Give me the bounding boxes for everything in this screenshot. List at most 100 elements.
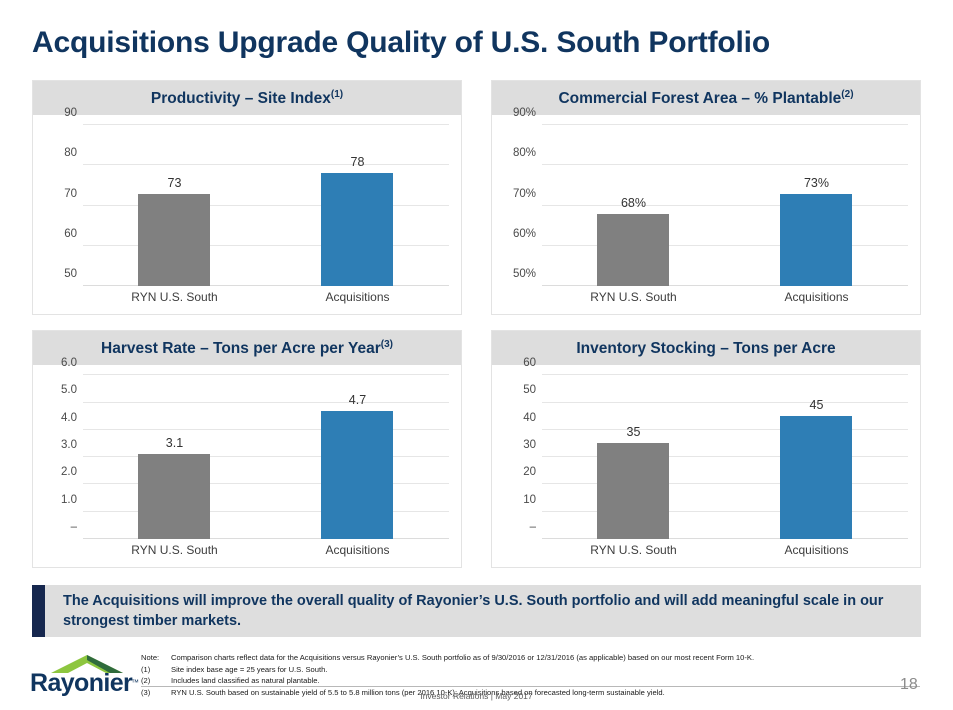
gridline <box>83 538 449 539</box>
gridline <box>542 401 908 403</box>
y-axis-tick-label: 6.0 <box>61 357 77 369</box>
y-axis-tick-label: 90% <box>512 107 536 119</box>
plot-area-productivity: 73 78 RYN U.S. South Acquisitions <box>83 124 449 308</box>
bar-slot: 68% <box>573 125 694 286</box>
bar-chart-inventory-stocking: – 10 20 30 40 50 60 35 45 RYN U.S. South Acquisi… <box>500 357 908 561</box>
gridline <box>83 483 449 485</box>
x-axis-labels-productivity: RYN U.S. South Acquisitions <box>83 286 449 308</box>
y-axis-tick-label: 60% <box>512 227 536 240</box>
bar-slot: 45 <box>756 375 877 539</box>
chart-panel-harvest-rate: Harvest Rate – Tons per Acre per Year(3)… <box>32 330 462 568</box>
gridline <box>83 244 449 246</box>
gridline <box>542 428 908 430</box>
chart-title-forest-area: Commercial Forest Area – % Plantable(2) <box>492 81 920 116</box>
footnote-text: Includes land classified as natural plan… <box>171 676 320 686</box>
page-title: Acquisitions Upgrade Quality of U.S. Sou… <box>32 26 770 59</box>
footnotes-block: Note: Comparison charts reflect data for … <box>141 652 920 698</box>
bar-ryn-us-south[interactable]: 68% <box>597 196 670 286</box>
x-axis-category-label: Acquisitions <box>325 543 390 557</box>
y-axis-tick-label: 70 <box>64 187 77 200</box>
gridline <box>83 285 449 286</box>
bar-value-label: 45 <box>809 398 824 413</box>
footnote-text: Comparison charts reflect data for the A… <box>171 653 755 662</box>
x-axis-labels-harvest-rate: RYN U.S. South Acquisitions <box>83 539 449 561</box>
plot-inner-forest-area: 68% 73% <box>542 124 908 286</box>
gridline <box>83 204 449 206</box>
logo-arc-icon <box>51 655 123 673</box>
chart-title-text: Harvest Rate – Tons per Acre per Year <box>101 340 381 358</box>
bar-value-label: 68% <box>620 195 646 210</box>
gridline <box>83 401 449 403</box>
gridline <box>542 483 908 485</box>
bar-slot: 73% <box>756 125 877 286</box>
callout-accent-bar <box>32 585 45 637</box>
y-axis-tick-label: 60 <box>523 357 536 369</box>
bar-value-label: 3.1 <box>165 436 184 451</box>
chart-body-harvest-rate: – 1.0 2.0 3.0 4.0 5.0 6.0 3.1 4.7 RYN U.S. Sout… <box>33 357 461 567</box>
gridline <box>83 428 449 430</box>
footnote-row: Note: Comparison charts reflect data for … <box>141 652 920 664</box>
bar-ryn-us-south[interactable]: 35 <box>597 425 670 539</box>
x-axis-labels-inventory-stocking: RYN U.S. South Acquisitions <box>542 539 908 561</box>
logo-trademark-symbol: ™ <box>131 678 139 687</box>
rayonier-logo: Rayonier ™ <box>30 654 139 698</box>
footnote-marker: Note: <box>141 653 160 662</box>
chart-title-harvest-rate: Harvest Rate – Tons per Acre per Year(3) <box>33 331 461 366</box>
gridline <box>83 374 449 376</box>
plot-inner-productivity: 73 78 <box>83 124 449 286</box>
callout-banner: The Acquisitions will improve the overal… <box>32 585 921 637</box>
chart-title-footnote-marker: (2) <box>841 89 854 100</box>
logo-wordmark: Rayonier <box>30 669 133 697</box>
bar-group: 35 45 <box>542 375 908 539</box>
y-axis-tick-label: 5.0 <box>61 384 77 397</box>
gridline <box>83 124 449 126</box>
chart-title-text: Inventory Stocking – Tons per Acre <box>576 340 836 358</box>
chart-title-inventory-stocking: Inventory Stocking – Tons per Acre <box>492 331 920 366</box>
bar-group: 3.1 4.7 <box>83 375 449 539</box>
chart-title-footnote-marker: (1) <box>330 89 344 100</box>
footnote-marker: (2) <box>141 676 151 686</box>
chart-title-footnote-marker: (3) <box>380 339 393 350</box>
gridline <box>542 510 908 512</box>
chart-panel-grid: Productivity – Site Index(1) 50 60 70 80 90 … <box>32 80 921 568</box>
footnote-divider <box>141 686 920 687</box>
x-axis-category-label: RYN U.S. South <box>131 543 218 557</box>
bar-ryn-us-south[interactable]: 3.1 <box>138 436 211 539</box>
y-axis-tick-label: – <box>529 521 536 533</box>
bar-group: 68% 73% <box>542 125 908 286</box>
bar-chart-harvest-rate: – 1.0 2.0 3.0 4.0 5.0 6.0 3.1 4.7 RYN U.S. Sout… <box>41 357 449 561</box>
chart-body-productivity: 50 60 70 80 90 73 78 RYN U.S. South Acquisitio… <box>33 107 461 314</box>
footnote-text: RYN U.S. South based on sustainable yiel… <box>171 687 665 697</box>
footnote-marker: (1) <box>141 664 151 674</box>
x-axis-labels-forest-area: RYN U.S. South Acquisitions <box>542 286 908 308</box>
bar-acquisitions[interactable]: 4.7 <box>321 393 394 539</box>
y-axis-tick-label: 20 <box>523 466 536 479</box>
footer-text: Investor Relations | May 2017 <box>420 691 533 701</box>
plot-area-inventory-stocking: 35 45 RYN U.S. South Acquisitions <box>542 374 908 561</box>
x-axis-category-label: Acquisitions <box>325 290 390 304</box>
y-axis-tick-label: 2.0 <box>61 466 77 479</box>
y-axis-tick-label: 3.0 <box>61 439 77 451</box>
chart-body-inventory-stocking: – 10 20 30 40 50 60 35 45 RYN U.S. South Acquisi… <box>492 357 920 567</box>
bar-value-label: 4.7 <box>348 392 367 407</box>
bar-slot: 3.1 <box>114 375 235 539</box>
bar-slot: 4.7 <box>297 375 418 539</box>
y-axis-tick-label: 1.0 <box>61 493 77 506</box>
bar-acquisitions[interactable]: 45 <box>780 398 853 539</box>
y-axis-inventory-stocking: – 10 20 30 40 50 60 <box>500 357 542 561</box>
bar-group: 73 78 <box>83 125 449 286</box>
chart-panel-forest-area: Commercial Forest Area – % Plantable(2) … <box>491 80 921 315</box>
bar-slot: 35 <box>573 375 694 539</box>
bar-acquisitions[interactable]: 73% <box>780 176 853 286</box>
plot-area-forest-area: 68% 73% RYN U.S. South Acquisitions <box>542 124 908 308</box>
gridline <box>83 510 449 512</box>
bar-acquisitions[interactable]: 78 <box>321 155 394 286</box>
x-axis-category-label: RYN U.S. South <box>590 290 677 304</box>
bar-value-label: 35 <box>626 425 641 440</box>
y-axis-harvest-rate: – 1.0 2.0 3.0 4.0 5.0 6.0 <box>41 357 83 561</box>
plot-area-harvest-rate: 3.1 4.7 RYN U.S. South Acquisitions <box>83 374 449 561</box>
footnote-row: (2) Includes land classified as natural p… <box>141 675 920 687</box>
y-axis-tick-label: 70% <box>512 187 536 200</box>
footnote-row: (1) Site index base age = 25 years for U.… <box>141 664 920 676</box>
bar-ryn-us-south[interactable]: 73 <box>138 176 211 286</box>
